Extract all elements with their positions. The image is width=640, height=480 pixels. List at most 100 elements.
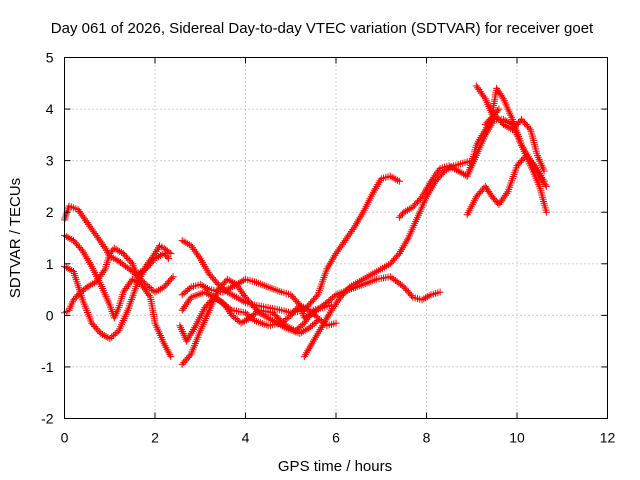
data-point-marker [223,275,231,283]
data-point-marker [183,355,191,363]
data-point-marker [445,162,453,170]
data-point-marker [409,203,417,211]
data-point-marker [168,274,176,282]
data-point-marker [166,276,174,284]
data-point-marker [486,115,494,123]
data-point-marker [128,275,136,283]
data-point-marker [162,343,170,351]
data-point-marker [499,121,507,128]
data-point-marker [85,282,93,290]
data-point-marker [145,292,153,299]
data-point-marker [143,261,151,268]
data-point-marker [479,91,487,99]
data-point-marker [100,332,108,339]
data-point-marker [388,258,396,266]
data-point-marker [183,299,191,307]
data-point-marker [474,191,482,199]
data-point-marker [395,177,403,185]
data-point-marker [402,207,410,215]
data-point-marker [89,280,97,288]
data-point-marker [391,255,399,263]
data-point-marker [477,188,485,196]
data-point-marker [243,295,251,303]
data-point-marker [119,250,127,257]
data-point-marker [73,240,81,248]
data-point-marker [293,305,301,312]
data-point-marker [290,308,298,316]
data-point-marker [309,296,317,304]
y-tick-label: 1 [46,256,54,272]
data-point-marker [309,321,316,329]
x-tick-label: 2 [151,430,159,446]
data-point-marker [70,296,77,304]
data-point-marker [165,248,173,256]
data-point-marker [229,291,237,299]
data-point-marker [483,119,491,127]
data-point-marker [165,255,173,263]
data-point-marker [309,309,316,317]
data-point-marker [64,264,72,272]
data-point-marker [77,245,85,253]
data-point-marker [500,193,508,201]
data-point-marker [336,244,344,252]
data-point-marker [73,292,81,300]
data-point-marker [108,333,116,341]
data-point-marker [333,248,341,256]
data-point-marker [127,258,135,266]
data-point-marker [388,173,396,181]
data-point-marker [91,230,99,238]
data-point-marker [169,273,177,281]
data-point-marker [332,319,340,327]
data-point-marker [146,257,154,265]
series-track-15 [481,110,548,175]
data-point-marker [340,238,348,246]
data-point-marker [308,298,316,306]
data-point-marker [515,119,522,127]
data-point-marker [119,288,127,296]
data-point-marker [245,297,252,305]
data-point-marker [312,292,320,300]
data-point-marker [205,270,213,278]
data-point-marker [121,251,129,259]
data-point-marker [343,286,351,294]
data-point-marker [314,314,322,322]
data-point-marker [290,294,298,302]
data-point-marker [112,245,120,253]
data-point-marker [71,294,79,302]
data-point-marker [392,253,400,261]
data-point-marker [243,310,251,318]
data-point-marker [184,240,192,248]
data-point-marker [432,170,440,178]
data-point-marker [507,125,515,133]
data-point-marker [513,162,521,170]
data-point-marker [310,311,318,319]
data-point-marker [300,319,308,327]
data-point-marker [165,278,173,286]
data-point-marker [238,277,246,285]
data-point-marker [220,279,228,287]
data-point-marker [81,285,89,292]
data-point-marker [156,285,164,293]
data-point-marker [227,290,235,298]
data-point-marker [143,288,151,296]
data-point-marker [113,328,121,336]
y-tick-label: 4 [46,101,54,117]
data-point-marker [540,167,548,175]
data-point-marker [472,82,480,90]
data-point-marker [503,189,511,197]
data-point-marker [242,316,250,324]
data-point-marker [518,157,525,165]
data-point-marker [301,326,309,334]
data-point-marker [99,269,107,277]
data-point-marker [139,282,147,290]
data-point-marker [106,250,114,257]
data-point-marker [420,295,428,303]
data-point-marker [303,315,311,323]
data-point-marker [70,237,77,245]
data-point-marker [307,323,315,331]
data-point-marker [270,310,278,318]
x-tick-label: 12 [600,430,616,446]
data-point-marker [296,329,304,337]
data-point-marker [100,243,108,250]
data-point-marker [242,309,249,317]
